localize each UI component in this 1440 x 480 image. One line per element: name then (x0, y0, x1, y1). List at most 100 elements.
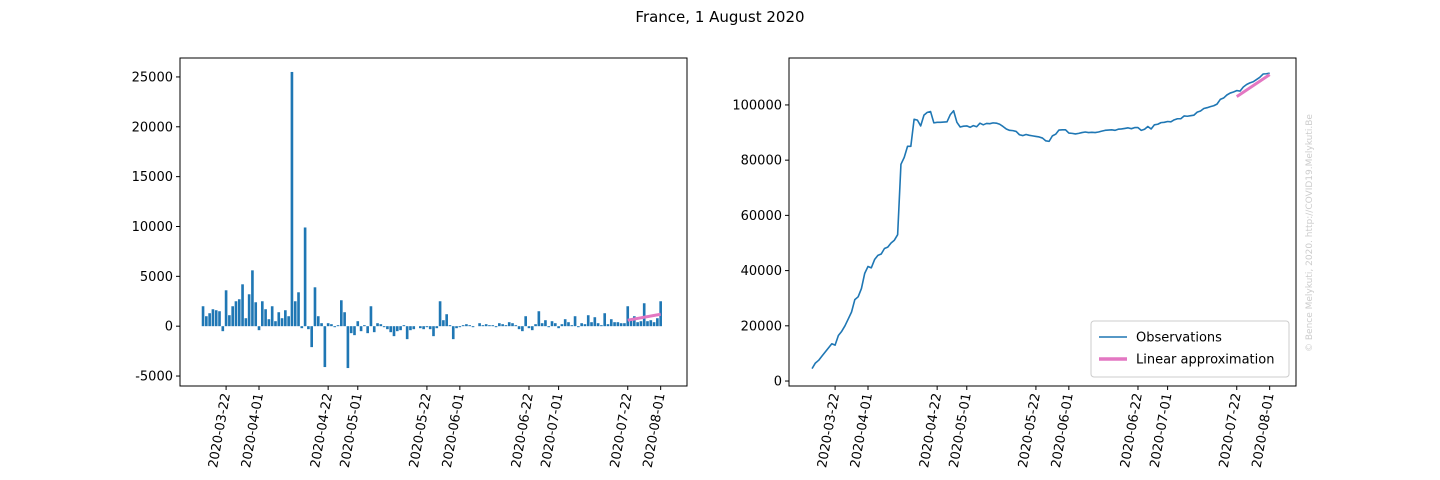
bar (484, 324, 488, 327)
bar (580, 323, 583, 327)
bar (287, 316, 290, 327)
x-tick-label: 2020-06-01 (440, 392, 468, 469)
bar (395, 326, 399, 332)
bar (659, 301, 662, 327)
x-tick-label: 2020-03-22 (815, 392, 843, 469)
bar (511, 323, 514, 327)
plot-area (811, 72, 1271, 370)
bar (577, 326, 580, 328)
bar (211, 309, 215, 327)
plot-area (201, 71, 662, 369)
y-tick-label: 20000 (741, 319, 782, 334)
bar (228, 315, 231, 327)
y-tick-label: 0 (165, 320, 173, 335)
bar (372, 326, 376, 333)
bar (567, 322, 570, 327)
bar (274, 321, 277, 327)
x-tick-label: 2020-08-01 (641, 392, 669, 469)
y-tick-label: 5000 (140, 270, 173, 285)
bar (349, 326, 353, 334)
x-tick-label: 2020-05-22 (1016, 392, 1044, 469)
bar (616, 322, 620, 327)
x-tick-label: 2020-08-01 (1250, 392, 1278, 469)
x-tick-label: 2020-03-22 (206, 392, 234, 469)
bar (590, 322, 593, 327)
bar (300, 326, 304, 329)
bar (639, 321, 643, 327)
x-tick-label: 2020-06-01 (1049, 392, 1077, 469)
x-tick-label: 2020-07-22 (1217, 392, 1245, 469)
bar (527, 326, 531, 329)
bar (425, 326, 429, 328)
bar (514, 325, 518, 327)
bar (392, 326, 396, 337)
bar (636, 322, 639, 327)
bar (501, 324, 504, 327)
bar (547, 326, 551, 328)
legend: Observations Linear approximation (1090, 320, 1290, 378)
bar (445, 314, 448, 327)
line (1235, 73, 1271, 98)
bar (524, 316, 527, 327)
bar (652, 322, 656, 327)
bar (389, 326, 393, 333)
bar (293, 301, 297, 327)
bar (557, 326, 560, 329)
bar (218, 311, 221, 327)
bar (369, 306, 373, 327)
bar (313, 287, 317, 327)
bar (478, 323, 481, 327)
axes-frame (179, 57, 688, 387)
y-tick-label: 100000 (732, 98, 782, 113)
x-tick-label: 2020-05-22 (407, 392, 435, 469)
y-tick-label: 40000 (741, 264, 782, 279)
bar (570, 325, 574, 327)
bar (507, 322, 511, 327)
bar (553, 323, 557, 327)
bar (465, 324, 468, 327)
bar (600, 325, 603, 327)
bar (277, 312, 281, 327)
bar (422, 326, 425, 330)
y-tick-label: 15000 (132, 170, 173, 185)
bar (603, 313, 607, 327)
x-tick-label: 2020-06-22 (1118, 392, 1146, 469)
bar (626, 306, 630, 327)
bar (363, 325, 366, 327)
bar (540, 323, 544, 327)
bar (333, 326, 337, 328)
y-tick-label: 20000 (132, 120, 173, 135)
bar (303, 227, 307, 327)
bar (323, 326, 327, 368)
legend-label: Linear approximation (1136, 353, 1274, 368)
bar (583, 324, 587, 327)
bar (530, 326, 534, 331)
bar (550, 321, 554, 327)
bar (336, 325, 340, 327)
bar (432, 326, 435, 337)
bar (504, 325, 508, 327)
bar (656, 318, 659, 327)
y-tick-label: 60000 (741, 209, 782, 224)
bar (205, 316, 208, 327)
bar (254, 302, 258, 327)
bar (412, 326, 416, 330)
y-tick-label: -5000 (135, 370, 173, 385)
bar (633, 316, 636, 327)
bar (629, 319, 633, 327)
bar (290, 71, 294, 327)
bar (251, 270, 254, 327)
bar (343, 312, 346, 327)
bar (438, 301, 442, 327)
x-tick-label: 2020-05-01 (338, 392, 366, 469)
bar (399, 326, 402, 331)
bar (405, 326, 409, 340)
bar (613, 322, 616, 327)
bar (521, 326, 524, 332)
bar (442, 320, 445, 327)
y-tick-label: 80000 (741, 154, 782, 169)
bar (284, 310, 287, 327)
line (811, 72, 1270, 370)
bar (609, 319, 613, 327)
